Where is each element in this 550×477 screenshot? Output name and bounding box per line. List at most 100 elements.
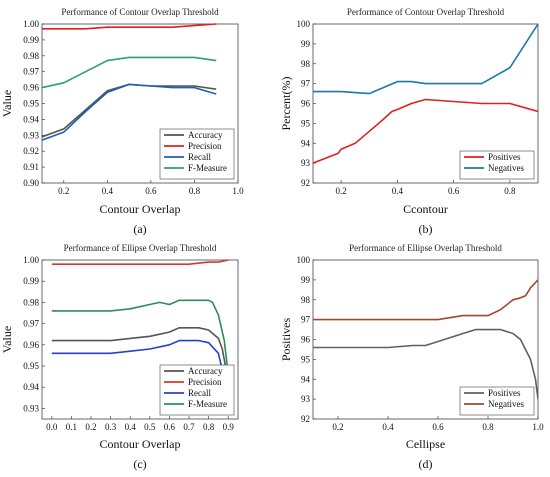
y-tick-label: 96 xyxy=(301,335,311,345)
x-tick-label: 0.6 xyxy=(448,186,460,196)
y-tick-label: 0.93 xyxy=(23,130,39,140)
x-axis-label: Ccontour xyxy=(403,202,448,216)
x-tick-label: 1.0 xyxy=(532,422,544,432)
x-tick-label: 0.8 xyxy=(203,422,215,432)
y-tick-label: 0.97 xyxy=(23,67,39,77)
y-tick-label: 95 xyxy=(301,118,311,128)
y-tick-label: 0.92 xyxy=(23,146,39,156)
series-line-negatives xyxy=(313,23,538,95)
y-tick-label: 0.96 xyxy=(23,83,39,93)
y-tick-label: 0.98 xyxy=(23,51,39,61)
y-tick-label: 98 xyxy=(301,295,311,305)
y-tick-label: 1.00 xyxy=(23,19,39,29)
series-line-negatives xyxy=(313,279,538,321)
y-tick-label: 0.94 xyxy=(23,382,39,392)
series-line-precision xyxy=(51,259,229,266)
y-tick-label: 0.94 xyxy=(23,114,39,124)
legend-entry: Positives xyxy=(488,388,521,398)
y-axis-label: Positives xyxy=(279,318,293,362)
y-tick-label: 0.99 xyxy=(23,35,39,45)
y-tick-label: 93 xyxy=(301,158,311,168)
y-tick-label: 0.93 xyxy=(23,403,39,413)
x-tick-label: 0.7 xyxy=(183,422,195,432)
x-tick-label: 0.1 xyxy=(66,422,77,432)
x-tick-label: 0.2 xyxy=(332,422,343,432)
y-tick-label: 0.98 xyxy=(23,297,39,307)
y-axis-label: Percent(%) xyxy=(279,77,293,131)
y-tick-label: 97 xyxy=(301,79,311,89)
series-line-positives xyxy=(313,328,538,400)
x-tick-label: 0.6 xyxy=(164,422,176,432)
y-tick-label: 100 xyxy=(297,255,311,265)
legend-entry: Precision xyxy=(188,377,222,387)
x-tick-label: 0.6 xyxy=(432,422,444,432)
y-tick-label: 99 xyxy=(301,39,311,49)
y-tick-label: 0.97 xyxy=(23,319,39,329)
panel-label: (b) xyxy=(419,222,433,236)
y-tick-label: 92 xyxy=(301,414,310,424)
panel-2: Performance of Contour Overlap Threshold… xyxy=(279,7,539,236)
x-axis-label: Contour Overlap xyxy=(100,202,181,216)
y-tick-label: 0.90 xyxy=(23,178,39,188)
panel-3: Performance of Ellipse Overlap Threshold… xyxy=(0,243,239,471)
series-line-positives xyxy=(313,98,538,164)
x-tick-label: 0.2 xyxy=(336,186,347,196)
legend-box xyxy=(159,128,235,180)
y-tick-label: 99 xyxy=(301,275,311,285)
x-tick-label: 0.4 xyxy=(102,186,114,196)
chart-title: Performance of Ellipse Overlap Threshold xyxy=(349,243,502,253)
legend-entry: Precision xyxy=(188,141,222,151)
panel-label: (d) xyxy=(419,457,433,471)
y-tick-label: 96 xyxy=(301,99,311,109)
legend-box xyxy=(159,364,235,416)
y-tick-label: 97 xyxy=(301,315,311,325)
x-tick-label: 0.4 xyxy=(125,422,137,432)
panel-label: (c) xyxy=(133,457,146,471)
legend-entry: Accuracy xyxy=(188,366,223,376)
legend-entry: Negatives xyxy=(488,399,524,409)
legend-entry: F-Measure xyxy=(188,399,227,409)
legend-box xyxy=(459,386,535,416)
plot-frame xyxy=(41,259,239,420)
y-tick-label: 93 xyxy=(301,394,311,404)
x-tick-label: 0.9 xyxy=(223,422,235,432)
y-tick-label: 92 xyxy=(301,178,310,188)
legend-entry: Negatives xyxy=(488,163,524,173)
y-tick-label: 0.95 xyxy=(23,361,39,371)
x-tick-label: 0.0 xyxy=(46,422,58,432)
series-line-f-measure xyxy=(51,299,231,392)
y-tick-label: 95 xyxy=(301,354,311,364)
series-line-recall xyxy=(51,339,229,413)
y-tick-label: 94 xyxy=(301,138,311,148)
series-line-accuracy xyxy=(51,326,231,398)
y-tick-label: 98 xyxy=(301,59,311,69)
series-line-precision xyxy=(42,23,217,30)
y-tick-label: 0.99 xyxy=(23,276,39,286)
y-axis-label: Value xyxy=(0,326,14,353)
legend-entry: Recall xyxy=(188,388,211,398)
legend-entry: Positives xyxy=(488,152,521,162)
series-line-f-measure xyxy=(42,56,217,89)
chart-title: Performance of Ellipse Overlap Threshold xyxy=(64,243,217,253)
chart-title: Performance of Contour Overlap Threshold xyxy=(61,7,219,17)
series-line-recall xyxy=(42,83,217,141)
panel-label: (a) xyxy=(133,222,146,236)
x-tick-label: 0.8 xyxy=(504,186,516,196)
x-tick-label: 0.5 xyxy=(144,422,156,432)
x-tick-label: 0.8 xyxy=(482,422,494,432)
y-tick-label: 1.00 xyxy=(23,255,39,265)
x-tick-label: 1.0 xyxy=(232,186,244,196)
y-axis-label: Value xyxy=(0,90,14,117)
legend-box xyxy=(459,150,535,180)
x-tick-label: 0.8 xyxy=(189,186,201,196)
y-tick-label: 100 xyxy=(297,19,311,29)
x-tick-label: 0.2 xyxy=(85,422,96,432)
panel-4: Performance of Ellipse Overlap Threshold… xyxy=(279,243,544,471)
y-tick-label: 94 xyxy=(301,374,311,384)
chart-title: Performance of Contour Overlap Threshold xyxy=(347,7,505,17)
x-tick-label: 0.6 xyxy=(145,186,157,196)
